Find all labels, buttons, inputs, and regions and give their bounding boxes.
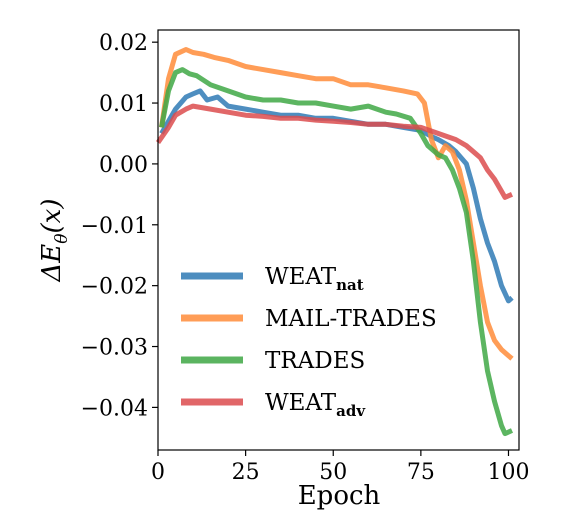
y-tick-label: 0.02: [99, 31, 148, 56]
legend-label-4: WEATadv: [265, 390, 366, 420]
legend-label-1: WEATnat: [265, 264, 364, 294]
plot-frame: [157, 29, 520, 451]
y-tick-label: −0.01: [81, 214, 148, 239]
x-tick-label: 50: [319, 460, 347, 485]
series-layer: [155, 47, 514, 437]
x-axis: 0 25 50 75 100: [151, 450, 529, 485]
legend-label-3: TRADES: [265, 348, 365, 374]
x-tick-label: 100: [487, 460, 529, 485]
series-line-3: [159, 67, 514, 437]
legend: WEATnat MAIL-TRADES TRADES WEATadv: [181, 264, 437, 420]
series-line-4: [155, 103, 514, 200]
y-axis: 0.02 0.01 0.00 −0.01 −0.02 −0.03 −0.04: [81, 31, 158, 421]
x-axis-label: Epoch: [298, 481, 381, 511]
y-tick-label: −0.03: [81, 336, 148, 361]
y-axis-label: ΔEθ(x): [37, 199, 72, 283]
y-tick-label: 0.01: [99, 92, 148, 117]
x-tick-label: 25: [232, 460, 260, 485]
y-tick-label: 0.00: [99, 153, 148, 178]
y-tick-label: −0.02: [81, 275, 148, 300]
legend-label-2: MAIL-TRADES: [265, 306, 437, 332]
series-line-2: [159, 47, 514, 361]
x-tick-label: 75: [407, 460, 435, 485]
x-tick-label: 0: [151, 460, 165, 485]
y-tick-label: −0.04: [81, 396, 148, 421]
